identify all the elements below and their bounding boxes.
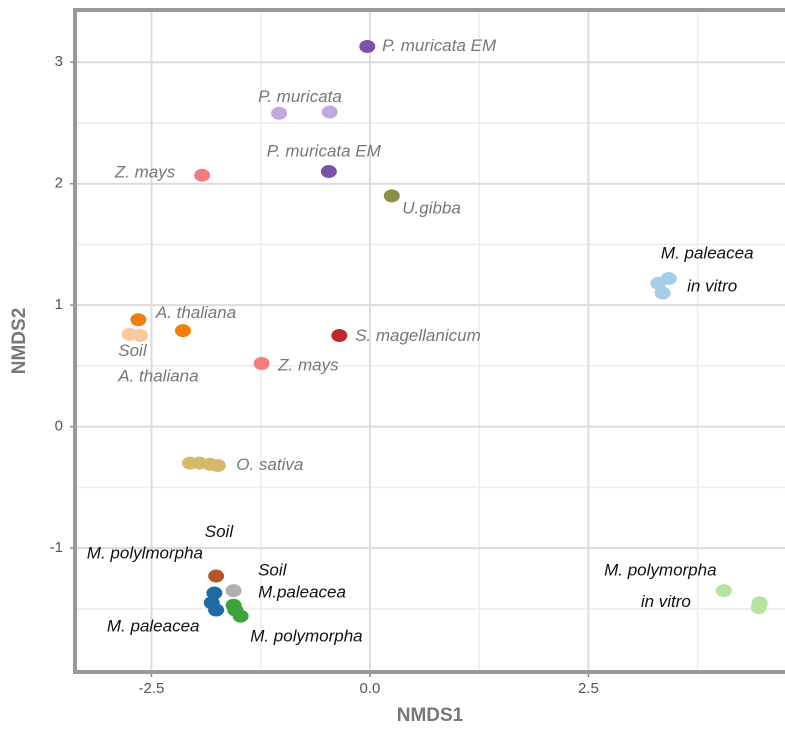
annotation: M.paleacea bbox=[258, 583, 346, 602]
annotation: Soil bbox=[258, 561, 288, 580]
y-tick-label: 1 bbox=[55, 296, 63, 313]
y-axis-title: NMDS2 bbox=[9, 308, 30, 375]
y-tick-label: -1 bbox=[50, 539, 63, 556]
point bbox=[715, 584, 732, 598]
annotation: P. muricata EM bbox=[382, 36, 497, 55]
point bbox=[331, 329, 348, 343]
point bbox=[208, 569, 225, 583]
point bbox=[271, 106, 288, 120]
point bbox=[321, 105, 338, 119]
annotation: Soil bbox=[205, 522, 235, 541]
annotation: in vitro bbox=[641, 592, 691, 611]
y-tick-label: 2 bbox=[55, 175, 63, 192]
annotation: O. sativa bbox=[236, 455, 303, 474]
x-axis-title: NMDS1 bbox=[397, 705, 464, 726]
point bbox=[208, 603, 225, 617]
plot-frame bbox=[73, 8, 785, 674]
point bbox=[660, 271, 677, 285]
y-tick-label: 3 bbox=[55, 53, 63, 70]
x-tick-label: 0.0 bbox=[359, 680, 380, 697]
point bbox=[174, 324, 191, 338]
annotation: A. thaliana bbox=[117, 366, 198, 385]
annotation: U.gibba bbox=[402, 199, 461, 218]
annotation: M. polymorpha bbox=[604, 561, 716, 580]
point bbox=[359, 39, 376, 53]
point bbox=[227, 603, 244, 617]
point bbox=[383, 189, 400, 203]
annotation: M. paleacea bbox=[107, 617, 200, 636]
annotation: S. magellanicum bbox=[355, 326, 481, 345]
annotation: in vitro bbox=[687, 276, 737, 295]
point bbox=[194, 168, 211, 182]
annotation: M. paleacea bbox=[661, 244, 754, 263]
annotation: P. muricata bbox=[258, 87, 342, 106]
point bbox=[209, 459, 226, 473]
point bbox=[750, 601, 767, 615]
annotation: Soil bbox=[118, 341, 148, 360]
x-tick-label: -2.5 bbox=[139, 680, 165, 697]
point bbox=[132, 329, 149, 343]
annotation: P. muricata EM bbox=[267, 142, 382, 161]
y-tick-label: 0 bbox=[55, 418, 63, 435]
point bbox=[225, 584, 242, 598]
point bbox=[130, 313, 147, 327]
annotation: Z. mays bbox=[277, 355, 339, 374]
annotation: M. polymorpha bbox=[250, 626, 362, 645]
annotation: M. polylmorpha bbox=[87, 544, 203, 563]
x-tick-label: 2.5 bbox=[578, 680, 599, 697]
point bbox=[206, 586, 223, 600]
annotation: Z. mays bbox=[114, 162, 176, 181]
annotation: A. thaliana bbox=[155, 303, 236, 322]
point bbox=[320, 165, 337, 179]
point bbox=[654, 286, 671, 300]
point bbox=[253, 356, 270, 370]
